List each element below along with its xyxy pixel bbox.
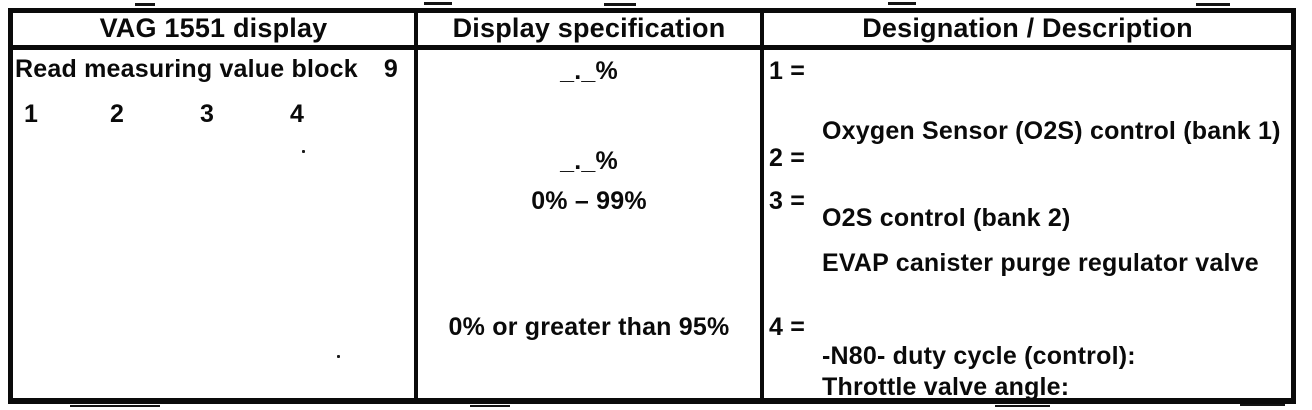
display-field-2: 2 [110, 100, 125, 128]
table-header-separator [8, 45, 1296, 50]
scan-speck [302, 150, 305, 153]
description-row-4-number: 4 = [769, 313, 806, 341]
description-line: O2S control (bank 2) [822, 204, 1071, 232]
table-column-divider-1 [414, 8, 418, 404]
column-header-display-specification: Display specification [452, 13, 726, 43]
description-row-3-number: 3 = [769, 187, 806, 215]
table-outer-border [8, 8, 1296, 404]
description-row-1-text: Oxygen Sensor (O2S) control (bank 1) [822, 56, 1281, 206]
spec-field-4: 0% or greater than 95% [448, 313, 730, 341]
scan-artifact [995, 405, 1050, 407]
scan-artifact [604, 3, 636, 6]
spec-field-1: _._% [560, 57, 618, 85]
display-readout-line: Read measuring value block 9 [15, 55, 398, 84]
description-row-3: 3 = EVAP canister purge regulator valve … [769, 186, 1259, 410]
scan-artifact [70, 405, 160, 407]
description-row-1-number: 1 = [769, 57, 806, 85]
description-row-1: 1 = Oxygen Sensor (O2S) control (bank 1) [769, 56, 1281, 206]
scan-artifact [470, 405, 510, 407]
display-field-1: 1 [24, 100, 39, 128]
description-row-2-number: 2 = [769, 144, 806, 172]
description-line: -N80- duty cycle (control): [822, 342, 1136, 370]
spec-field-3: 0% – 99% [531, 187, 647, 215]
column-header-designation-description: Designation / Description [862, 13, 1193, 43]
spec-field-2: _._% [560, 147, 618, 175]
description-line: Throttle valve angle: [822, 373, 1070, 401]
scan-speck [337, 355, 340, 358]
description-line: EVAP canister purge regulator valve [822, 249, 1259, 277]
display-block-number: 9 [383, 55, 398, 83]
display-readout-command: Read measuring value block [15, 55, 358, 83]
scan-artifact [888, 2, 916, 5]
display-field-3: 3 [200, 100, 215, 128]
column-header-vag-1551-display: VAG 1551 display [99, 13, 328, 43]
description-row-3-text: EVAP canister purge regulator valve -N80… [822, 186, 1259, 410]
display-field-4: 4 [290, 100, 305, 128]
description-row-2-text: O2S control (bank 2) [822, 143, 1070, 293]
description-row-4-text: Throttle valve angle: Closed Throttle Po… [822, 312, 1250, 410]
scan-artifact [135, 3, 155, 6]
description-row-4: 4 = Throttle valve angle: Closed Throttl… [769, 312, 1250, 410]
description-line: Oxygen Sensor (O2S) control (bank 1) [822, 117, 1281, 145]
description-row-2: 2 = O2S control (bank 2) [769, 143, 1070, 293]
table-column-divider-2 [760, 8, 764, 404]
scan-artifact [1240, 404, 1285, 406]
scan-artifact [1196, 3, 1230, 6]
scan-artifact [424, 2, 452, 5]
